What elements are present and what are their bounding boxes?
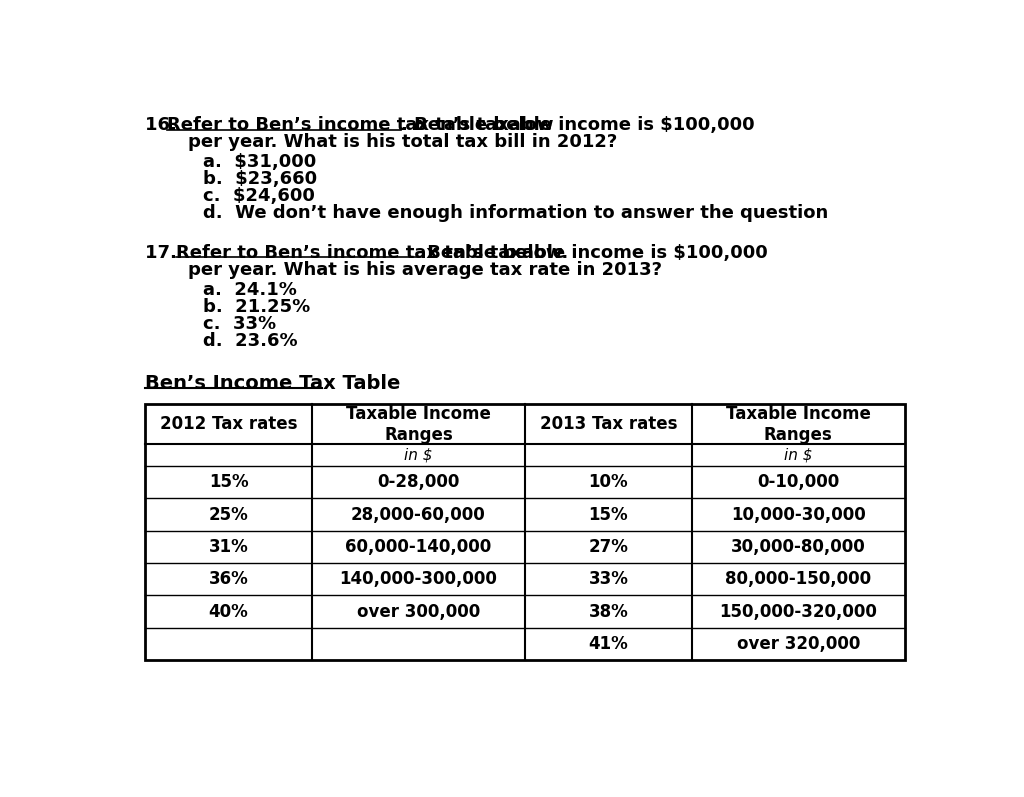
Text: per year. What is his total tax bill in 2012?: per year. What is his total tax bill in … xyxy=(187,133,616,151)
Text: Refer to Ben’s income tax table below.: Refer to Ben’s income tax table below. xyxy=(176,244,568,262)
Text: 0-28,000: 0-28,000 xyxy=(377,473,460,491)
Text: 17.: 17. xyxy=(145,244,189,262)
Bar xyxy=(145,404,904,660)
Text: 41%: 41% xyxy=(589,635,628,653)
Text: 33%: 33% xyxy=(589,570,629,588)
Text: b.  $23,660: b. $23,660 xyxy=(203,171,317,188)
Text: 16.: 16. xyxy=(145,116,183,135)
Text: Ben’s taxable income is $100,000: Ben’s taxable income is $100,000 xyxy=(421,244,768,262)
Text: 0-10,000: 0-10,000 xyxy=(757,473,840,491)
Text: 28,000-60,000: 28,000-60,000 xyxy=(351,505,485,524)
Text: d.  We don’t have enough information to answer the question: d. We don’t have enough information to a… xyxy=(203,204,828,222)
Text: 38%: 38% xyxy=(589,603,628,621)
Text: over 300,000: over 300,000 xyxy=(356,603,480,621)
Text: 10%: 10% xyxy=(589,473,628,491)
Text: 15%: 15% xyxy=(589,505,628,524)
Text: d.  23.6%: d. 23.6% xyxy=(203,332,298,350)
Text: Taxable Income
Ranges: Taxable Income Ranges xyxy=(346,405,490,444)
Text: in $: in $ xyxy=(784,448,812,463)
Text: b.  21.25%: b. 21.25% xyxy=(203,298,310,316)
Text: 27%: 27% xyxy=(589,538,629,556)
Text: 140,000-300,000: 140,000-300,000 xyxy=(340,570,498,588)
Text: 31%: 31% xyxy=(209,538,249,556)
Text: c.  33%: c. 33% xyxy=(203,315,276,333)
Text: per year. What is his average tax rate in 2013?: per year. What is his average tax rate i… xyxy=(187,261,662,279)
Text: over 320,000: over 320,000 xyxy=(736,635,860,653)
Text: 36%: 36% xyxy=(209,570,249,588)
Text: 80,000-150,000: 80,000-150,000 xyxy=(725,570,871,588)
Text: a.  24.1%: a. 24.1% xyxy=(203,281,297,299)
Text: . Ben’s taxable income is $100,000: . Ben’s taxable income is $100,000 xyxy=(400,116,755,135)
Text: 25%: 25% xyxy=(209,505,249,524)
Text: 2013 Tax rates: 2013 Tax rates xyxy=(540,415,677,434)
Text: 60,000-140,000: 60,000-140,000 xyxy=(345,538,492,556)
Text: 15%: 15% xyxy=(209,473,249,491)
Text: 2012 Tax rates: 2012 Tax rates xyxy=(160,415,297,434)
Text: 150,000-320,000: 150,000-320,000 xyxy=(719,603,878,621)
Text: c.  $24,600: c. $24,600 xyxy=(203,187,315,206)
Text: 10,000-30,000: 10,000-30,000 xyxy=(731,505,865,524)
Text: in $: in $ xyxy=(404,448,433,463)
Text: Ben’s Income Tax Table: Ben’s Income Tax Table xyxy=(145,374,400,393)
Text: 40%: 40% xyxy=(209,603,249,621)
Text: Taxable Income
Ranges: Taxable Income Ranges xyxy=(726,405,870,444)
Text: 30,000-80,000: 30,000-80,000 xyxy=(731,538,865,556)
Text: Refer to Ben’s income tax table below: Refer to Ben’s income tax table below xyxy=(167,116,553,135)
Text: a.  $31,000: a. $31,000 xyxy=(203,153,316,171)
